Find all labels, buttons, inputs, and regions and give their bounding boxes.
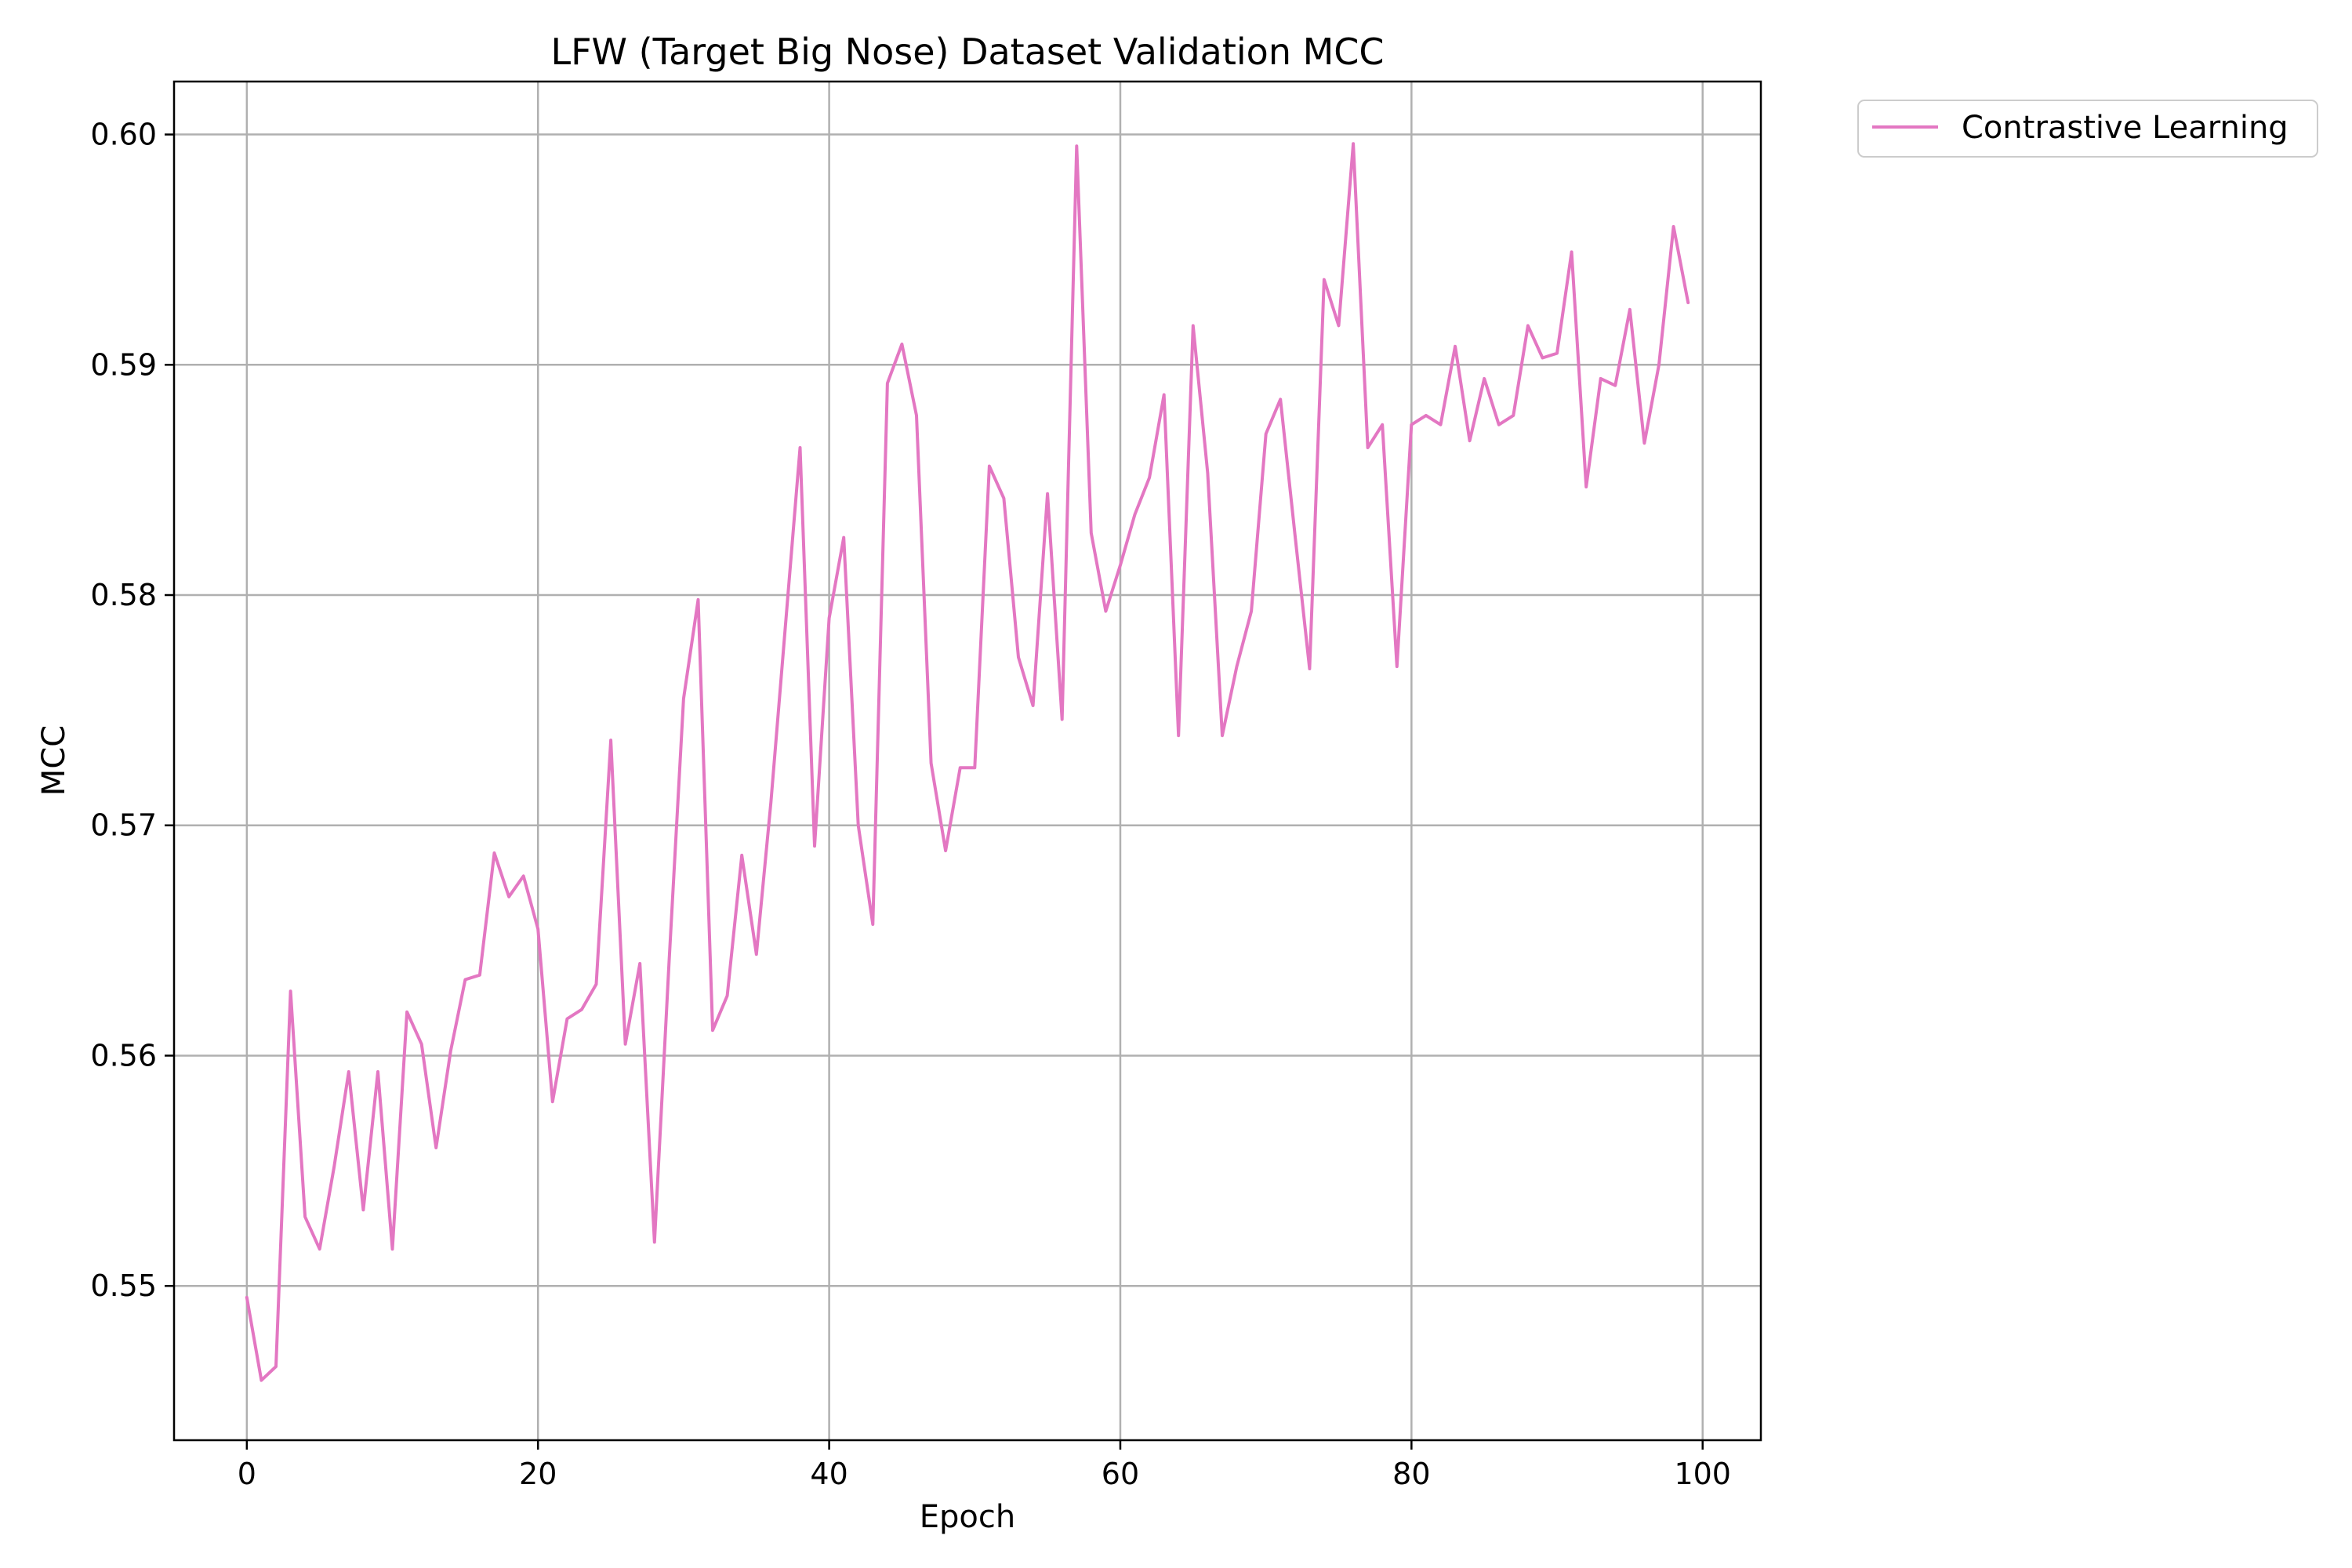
series-line-contrastive-learning bbox=[245, 142, 1690, 1382]
x-tick-label: 0 bbox=[238, 1457, 256, 1491]
y-tick-label: 0.59 bbox=[90, 347, 157, 382]
x-tick-label: 80 bbox=[1392, 1457, 1430, 1491]
plot-frame bbox=[172, 80, 1762, 1442]
y-axis-label: MCC bbox=[36, 725, 72, 796]
legend-box bbox=[1857, 100, 2318, 158]
x-axis-label: Epoch bbox=[920, 1499, 1015, 1535]
chart-title: LFW (Target Big Nose) Dataset Validation… bbox=[550, 31, 1384, 73]
legend: Contrastive Learning bbox=[1857, 100, 2318, 158]
y-tick-label: 0.60 bbox=[90, 118, 157, 152]
x-tick-label: 60 bbox=[1102, 1457, 1139, 1491]
x-tick-label: 100 bbox=[1674, 1457, 1731, 1491]
series-layer bbox=[245, 142, 1690, 1382]
y-tick-label: 0.56 bbox=[90, 1038, 157, 1073]
y-tick-label: 0.58 bbox=[90, 578, 157, 612]
y-tick-label: 0.55 bbox=[90, 1269, 157, 1303]
axis-ticks: 0 20 40 60 80 100 0.55 0.56 0.57 0.58 0.59 0.60 bbox=[90, 118, 1731, 1491]
grid-lines bbox=[174, 82, 1761, 1440]
x-tick-label: 20 bbox=[519, 1457, 557, 1491]
x-tick-label: 40 bbox=[810, 1457, 848, 1491]
y-tick-label: 0.57 bbox=[90, 808, 157, 843]
legend-label-contrastive-learning: Contrastive Learning bbox=[1962, 110, 2288, 146]
